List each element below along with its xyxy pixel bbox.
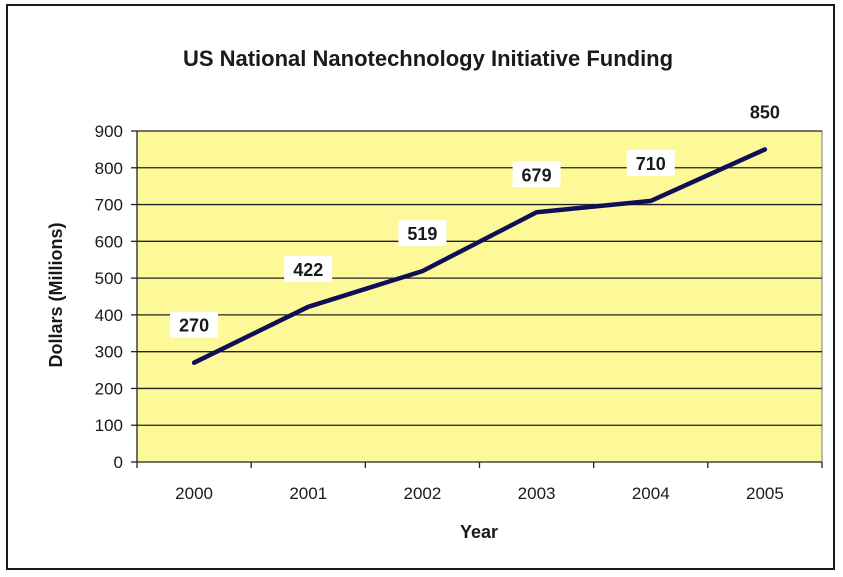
- y-tick-label: 500: [95, 269, 123, 288]
- y-axis-ticks: 0 100 200 300 400 500 600 700 800 900: [95, 122, 137, 472]
- data-label: 270: [170, 311, 219, 338]
- data-label-background: [398, 220, 447, 247]
- y-axis-title: Dollars (Millions): [46, 222, 66, 367]
- chart-title: US National Nanotechnology Initiative Fu…: [183, 46, 673, 71]
- data-label: 519: [398, 220, 447, 247]
- data-label: 710: [626, 149, 675, 176]
- x-tick-label: 2002: [404, 484, 442, 503]
- data-label-text: 519: [407, 224, 437, 244]
- data-label-background: [512, 161, 561, 188]
- y-tick-label: 100: [95, 416, 123, 435]
- y-tick-label: 300: [95, 343, 123, 362]
- y-tick-label: 600: [95, 232, 123, 251]
- x-axis-ticks: 2000 2001 2002 2003 2004 2005: [136, 462, 823, 503]
- y-tick-label: 200: [95, 379, 123, 398]
- data-label-text: 270: [179, 316, 209, 336]
- y-tick-label: 900: [95, 122, 123, 141]
- data-label-text: 710: [636, 154, 666, 174]
- x-tick-label: 2001: [289, 484, 327, 503]
- series-layer: [191, 147, 768, 365]
- data-label-background: [284, 255, 333, 282]
- data-label-text: 850: [750, 102, 780, 122]
- data-labels: 270 422 519 679 710 850: [170, 98, 789, 338]
- series-line: [191, 147, 768, 365]
- data-label-text: 679: [522, 165, 552, 185]
- x-tick-label: 2005: [746, 484, 784, 503]
- data-label: 422: [284, 255, 333, 282]
- x-tick-label: 2004: [632, 484, 670, 503]
- x-tick-label: 2003: [518, 484, 556, 503]
- data-label: 850: [740, 98, 789, 125]
- x-tick-label: 2000: [175, 484, 213, 503]
- x-axis-title: Year: [460, 522, 498, 542]
- y-tick-label: 700: [95, 196, 123, 215]
- y-tick-label: 800: [95, 159, 123, 178]
- data-label-background: [740, 98, 789, 125]
- data-label-text: 422: [293, 260, 323, 280]
- plot-area: [136, 130, 823, 463]
- y-tick-label: 0: [114, 453, 123, 472]
- y-tick-label: 400: [95, 306, 123, 325]
- data-label-background: [170, 311, 219, 338]
- data-label-background: [626, 149, 675, 176]
- data-label: 679: [512, 161, 561, 188]
